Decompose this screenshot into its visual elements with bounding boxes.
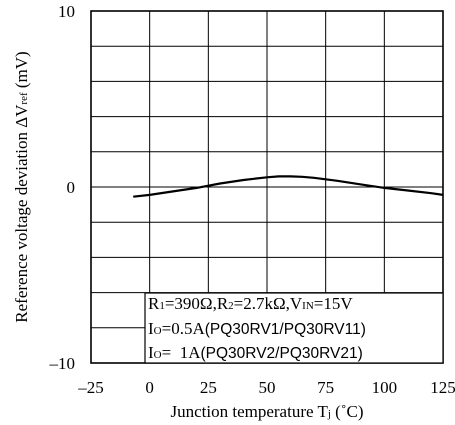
x-tick-label: 100 (372, 378, 398, 397)
x-tick-label: 25 (200, 378, 217, 397)
y-tick-labels: 10 0 –10 (49, 2, 76, 373)
x-tick-label: 50 (259, 378, 276, 397)
series-line-1 (133, 175, 444, 198)
annotation-box: R1=390Ω,R2=2.7kΩ,VIN=15V IO=0.5A(PQ30RV1… (144, 292, 444, 364)
x-tick-label: 125 (430, 378, 455, 397)
annotation-line-2: IO=0.5A(PQ30RV1/PQ30RV11) (148, 319, 366, 338)
y-tick-label: 0 (67, 178, 76, 197)
annotation-box-bg (144, 292, 444, 364)
x-tick-label: –25 (77, 378, 104, 397)
y-tick-label: 10 (58, 2, 75, 21)
x-tick-label: 75 (317, 378, 334, 397)
annotation-line-1: R1=390Ω,R2=2.7kΩ,VIN=15V (148, 294, 353, 313)
annotation-line-3: IO= 1A(PQ30RV2/PQ30RV21) (148, 343, 363, 362)
y-axis-title: Reference voltage deviation ΔVref (mV) (12, 51, 31, 322)
x-axis-title: Junction temperature Tj (˚C) (171, 402, 364, 421)
x-tick-labels: –25 0 25 50 75 100 125 (77, 378, 455, 397)
y-tick-label: –10 (49, 354, 76, 373)
x-tick-label: 0 (145, 378, 154, 397)
series-group (133, 175, 444, 198)
